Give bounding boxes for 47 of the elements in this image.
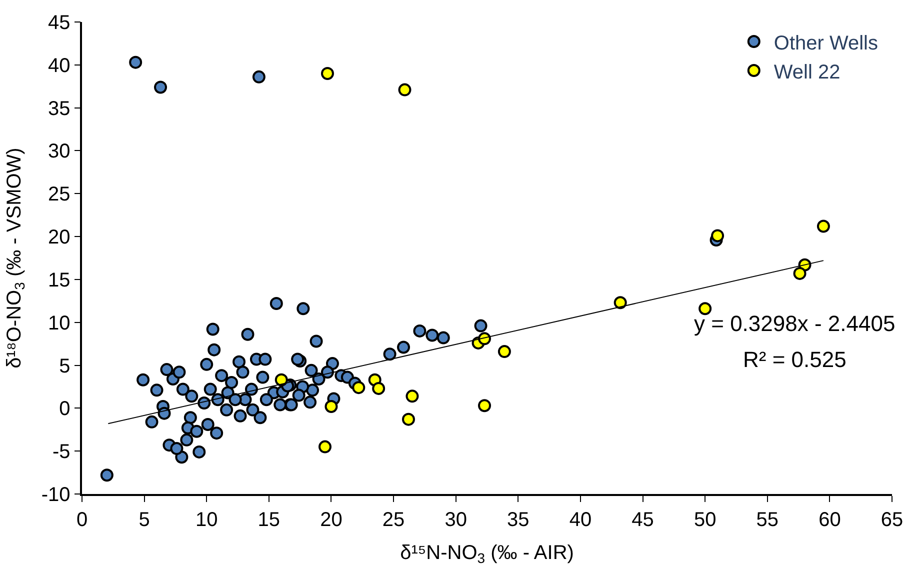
point xyxy=(478,399,492,412)
point xyxy=(352,381,366,394)
x-tick-label: 65 xyxy=(880,508,904,531)
point xyxy=(793,266,806,280)
x-tick-label: 20 xyxy=(320,508,342,531)
legend-label: Other Wells xyxy=(774,32,878,54)
y-tick-label: 35 xyxy=(48,98,70,120)
y-tick-label: -5 xyxy=(52,441,70,464)
point xyxy=(320,66,334,80)
x-tick-label: 10 xyxy=(195,508,218,531)
x-tick-label: 50 xyxy=(694,508,716,531)
y-tick-label: 0 xyxy=(59,398,70,420)
y-tick-label: 15 xyxy=(48,269,70,292)
point xyxy=(372,382,386,395)
y-tick-label: 30 xyxy=(48,140,70,163)
point xyxy=(318,440,332,454)
point xyxy=(398,83,412,96)
x-tick-label: 5 xyxy=(138,508,150,531)
x-tick-label: 35 xyxy=(507,508,530,531)
y-tick-label: 40 xyxy=(48,54,70,77)
x-tick-label: 40 xyxy=(569,508,592,531)
point xyxy=(614,296,627,310)
x-tick-label: 25 xyxy=(382,508,405,531)
point xyxy=(274,373,288,386)
annotation: y = 0.3298x - 2.4405 xyxy=(694,311,896,336)
x-tick-label: 30 xyxy=(444,508,467,531)
y-tick-label: 25 xyxy=(48,184,70,206)
annotation: R² = 0.525 xyxy=(743,347,846,372)
x-tick-label: 0 xyxy=(76,508,88,531)
x-axis-title: δ¹⁵N-NO$_{3}$ (‰ - AIR) xyxy=(400,542,574,566)
point xyxy=(498,345,511,358)
x-tick-label: 15 xyxy=(258,508,280,531)
y-tick-label: 20 xyxy=(48,226,70,249)
point xyxy=(816,220,830,233)
point xyxy=(406,390,419,403)
y-tick-label: 10 xyxy=(48,312,70,334)
y-tick-label: -10 xyxy=(41,484,70,506)
x-tick-label: 55 xyxy=(756,508,779,531)
point xyxy=(698,302,712,316)
point xyxy=(711,229,724,242)
legend-label: Well 22 xyxy=(774,61,840,84)
y-tick-label: 45 xyxy=(48,12,70,34)
x-tick-label: 60 xyxy=(818,508,841,531)
point xyxy=(402,412,415,426)
point xyxy=(324,400,338,413)
y-tick-label: 5 xyxy=(59,355,70,378)
x-tick-label: 45 xyxy=(632,508,654,531)
